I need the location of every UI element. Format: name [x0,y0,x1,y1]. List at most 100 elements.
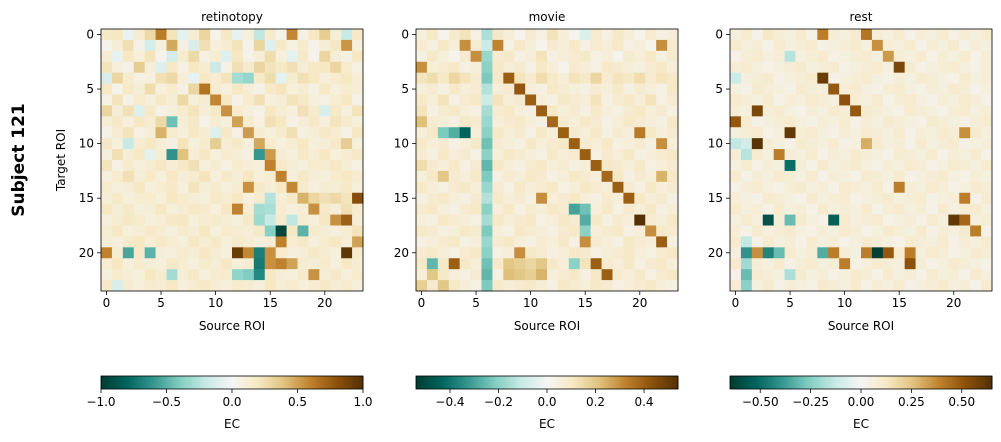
heatmap-cell [199,258,211,270]
heatmap-cell [601,105,613,117]
heatmap-cell [634,236,646,248]
heatmap-cell [308,160,320,172]
heatmap-cell [871,225,884,237]
heatmap-cell [547,258,559,270]
heatmap-cell [253,149,266,161]
heatmap-cell [319,83,331,95]
heatmap-cell [601,83,613,95]
heatmap-cell [232,160,244,172]
panel-title: retinotopy [201,10,263,24]
heatmap-cell [286,94,298,106]
heatmap-cell [850,83,862,95]
heatmap-cell [568,61,581,74]
heatmap-cell [871,105,884,117]
heatmap-cell [861,127,873,139]
heatmap-cell [634,149,646,161]
heatmap-cell [751,39,764,52]
heatmap-cell [210,127,222,139]
heatmap-cell [264,29,277,41]
colorbar-segment [234,376,237,389]
heatmap-cell [828,247,840,259]
heatmap-cell [297,94,309,106]
heatmap-cell [341,94,353,106]
heatmap-cell [416,258,428,270]
heatmap-cell [795,203,807,215]
heatmap-cell [459,280,471,292]
heatmap-cell [730,149,742,161]
heatmap-cell [525,29,537,41]
heatmap-cell [177,170,189,183]
heatmap-cell [645,280,657,292]
heatmap-cell [751,72,764,84]
heatmap-cell [297,105,309,117]
heatmap-cell [177,61,189,74]
colorbar-segment [514,376,518,389]
heatmap-cell [730,192,742,205]
heatmap-cell [210,203,222,215]
heatmap-cell [623,149,635,161]
heatmap-cell [612,105,624,117]
heatmap-cell [330,138,342,150]
colorbar-segment [633,376,637,389]
heatmap-cell [448,280,461,292]
colorbar-segment [528,376,532,389]
heatmap-cell [525,138,537,150]
colorbar-segment [909,376,912,389]
heatmap-cell [817,247,829,259]
colorbar-segment [123,376,126,389]
heatmap-cell [893,225,906,237]
heatmap-cell [557,29,570,41]
heatmap-cell [221,214,233,226]
heatmap-cell [253,181,266,194]
heatmap-cell [253,170,266,183]
heatmap-cell [210,83,222,95]
heatmap-cell [579,269,592,281]
heatmap-cell [547,181,559,194]
heatmap-cell [784,280,796,292]
colorbar-segment [340,376,344,389]
heatmap-cell [948,269,960,281]
colorbar-segment [250,376,253,389]
heatmap-cell [568,247,581,259]
heatmap-cell [817,160,829,172]
heatmap-cell [341,138,353,150]
heatmap-cell [612,192,624,205]
heatmap-cell [177,72,189,84]
heatmap-cell [111,236,124,248]
heatmap-cell [795,225,807,237]
heatmap-cell [286,127,298,139]
heatmap-cell [579,225,592,237]
colorbar-segment [149,376,152,389]
heatmap-cell [199,247,211,259]
heatmap-cell [341,280,353,292]
colorbar-segment [943,376,947,389]
y-tick-label: 15 [708,191,723,205]
heatmap-cell [861,247,873,259]
heatmap-cell [730,61,742,74]
heatmap-cell [232,94,244,106]
heatmap-cell [111,203,124,215]
colorbar-segment [629,376,633,389]
heatmap-cell [264,127,277,139]
heatmap-cell [177,203,189,215]
colorbar-segment [559,376,562,389]
colorbar-segment [242,376,245,389]
heatmap-cell [871,247,884,259]
heatmap-cell [536,258,548,270]
heatmap-cell [492,258,504,270]
colorbar-tick-label: 0.50 [948,395,975,409]
colorbar-segment [173,376,177,389]
heatmap-cell [850,61,862,74]
heatmap-cell [448,149,461,161]
colorbar-segment [169,376,173,389]
heatmap-cell [426,29,439,41]
colorbar-segment [925,376,929,389]
colorbar-segment [248,376,251,389]
heatmap-cell [740,138,753,150]
heatmap-cell [470,258,482,270]
heatmap-cell [199,61,211,74]
heatmap-cell [579,50,592,63]
heatmap-cell [784,105,796,117]
heatmap-cell [144,39,156,52]
